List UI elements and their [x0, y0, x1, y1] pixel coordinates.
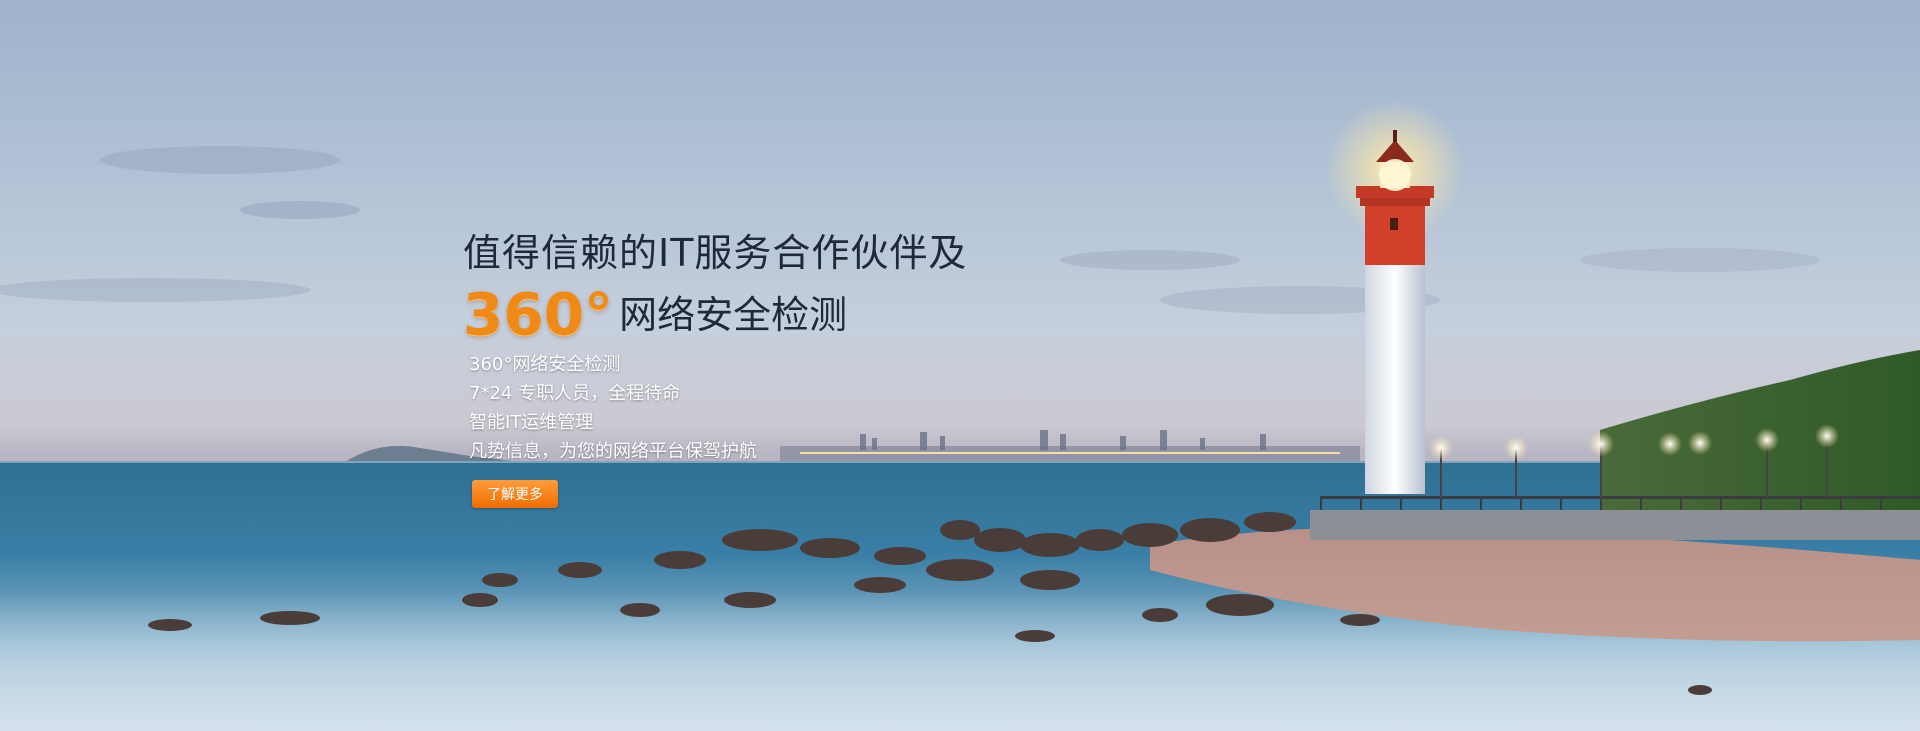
feature-item: 7*24 专职人员，全程待命 — [469, 383, 681, 404]
hero-title-line2: 360° 网络安全检测 — [463, 282, 967, 347]
feature-item: 智能IT运维管理 — [469, 412, 594, 433]
learn-more-button[interactable]: 了解更多 — [472, 480, 558, 508]
feature-item: 360°网络安全检测 — [469, 354, 621, 375]
hero-title-degree: 360° — [463, 280, 614, 349]
hero-title-line1: 值得信赖的IT服务合作伙伴及 — [463, 231, 968, 275]
hero-title-line2-text: 网络安全检测 — [619, 292, 848, 337]
hero-headline: 值得信赖的IT服务合作伙伴及 360° 网络安全检测 — [463, 228, 967, 347]
hero-feature-list: 360°网络安全检测 7*24 专职人员，全程待命 智能IT运维管理 凡势信息，… — [469, 350, 757, 466]
feature-item: 凡势信息，为您的网络平台保驾护航 — [469, 441, 757, 462]
